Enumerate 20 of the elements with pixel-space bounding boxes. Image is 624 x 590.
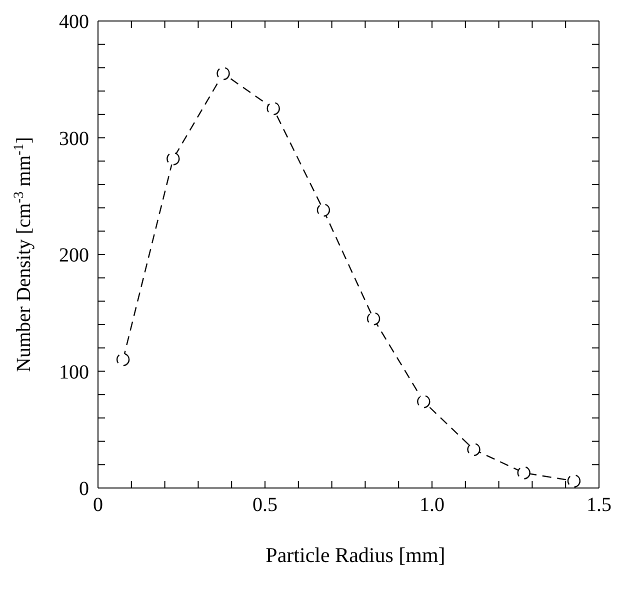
point	[266, 102, 280, 116]
y-tick-label: 200	[59, 244, 89, 267]
point	[417, 395, 430, 408]
x-axis-title: Particle Radius [mm]	[264, 543, 446, 568]
x-tick-label: 1.0	[420, 494, 444, 516]
point	[467, 442, 480, 456]
y-tick-label: 0	[79, 478, 89, 500]
point	[116, 352, 130, 366]
point	[567, 474, 581, 488]
y-tick-label: 300	[59, 128, 89, 150]
y-tick-label: 400	[59, 11, 89, 34]
point	[216, 66, 230, 80]
point	[316, 204, 330, 217]
y-tick-label: 100	[59, 361, 89, 384]
x-tick-label: 0.5	[252, 494, 278, 516]
x-tick-label: 0	[93, 494, 103, 516]
x-tick-label: 1.5	[586, 494, 612, 516]
point	[366, 312, 380, 326]
point	[166, 152, 180, 166]
point	[517, 466, 530, 480]
